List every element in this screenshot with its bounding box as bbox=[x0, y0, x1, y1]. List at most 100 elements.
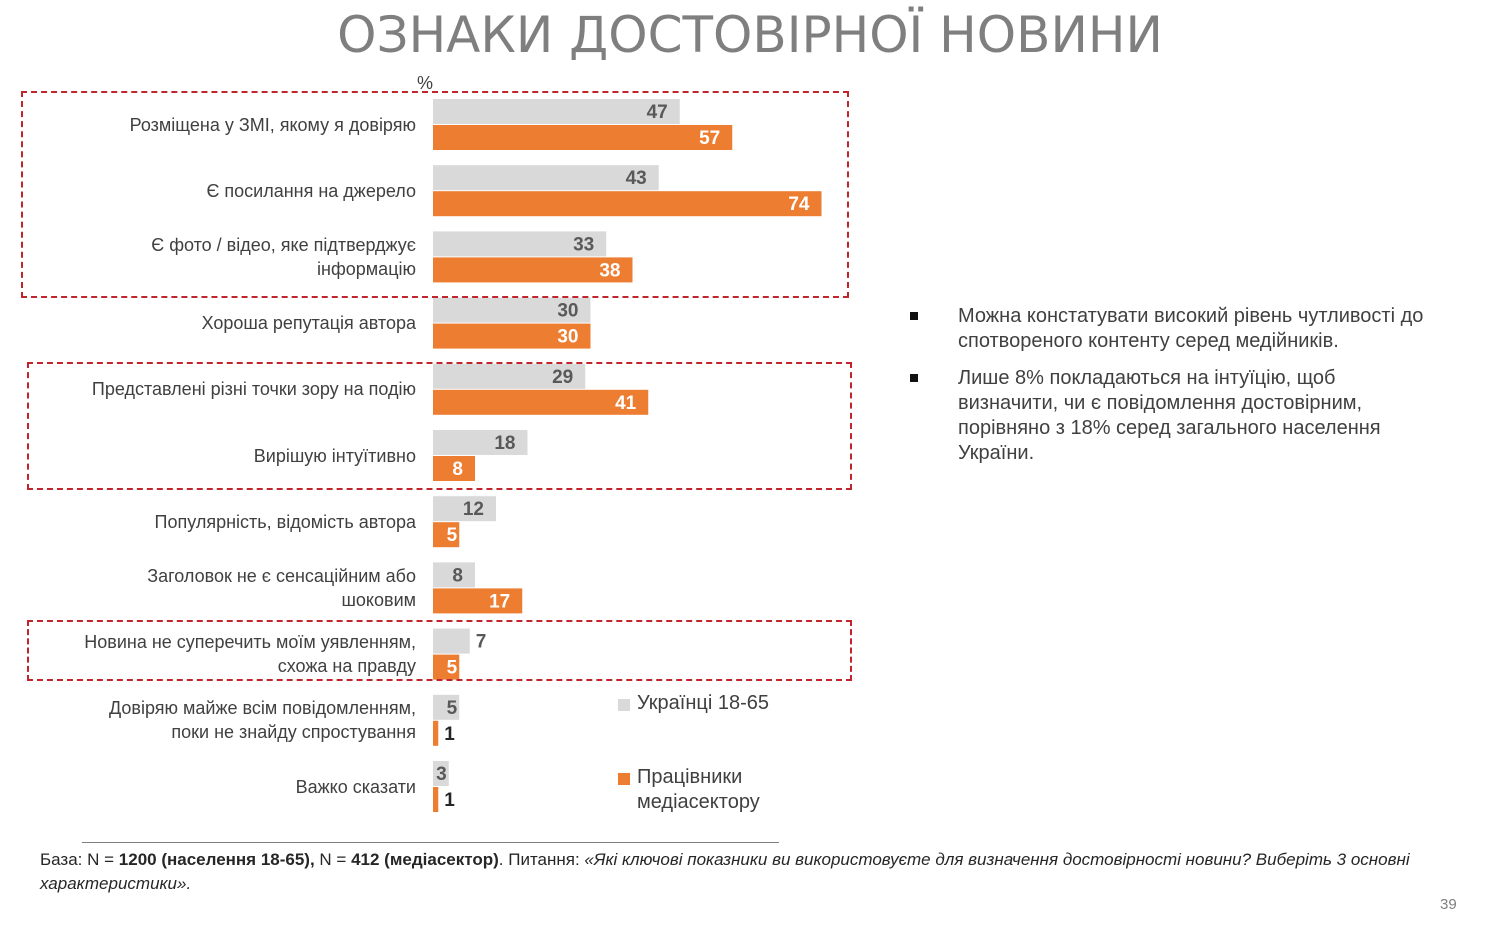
bar-media-3 bbox=[433, 323, 591, 349]
category-label-3: Хороша репутація автора bbox=[0, 311, 416, 335]
legend-label-media-line1: Працівники bbox=[637, 766, 743, 788]
key-findings: Можна констатувати високий рівень чутлив… bbox=[910, 304, 1430, 478]
footnote-divider bbox=[82, 842, 779, 843]
value-label-media-7: 17 bbox=[489, 591, 510, 612]
value-label-population-1: 43 bbox=[626, 168, 647, 189]
category-label-5: Вирішую інтуїтивно bbox=[0, 444, 416, 468]
bar-population-3 bbox=[433, 297, 591, 323]
category-label-line: Розміщена у ЗМІ, якому я довіряю bbox=[129, 114, 416, 135]
square-bullet-icon bbox=[910, 374, 918, 382]
category-label-7: Заголовок не є сенсаційним або шоковим bbox=[0, 564, 416, 612]
value-label-media-0: 57 bbox=[699, 128, 720, 149]
category-label-line: Важко сказати bbox=[295, 776, 416, 797]
legend-label-population: Українці 18-65 bbox=[637, 692, 770, 714]
value-label-population-4: 29 bbox=[552, 367, 573, 388]
footnote-mid: N = bbox=[314, 850, 352, 869]
value-label-population-6: 12 bbox=[463, 499, 484, 520]
highlight-box-plausible bbox=[27, 620, 852, 681]
legend-item-media: Працівники медіасектору bbox=[618, 765, 838, 815]
bar-population-0 bbox=[433, 99, 680, 124]
category-label-line: Є фото / відео, яке підтверджує bbox=[151, 234, 416, 255]
bar-population-1 bbox=[433, 165, 659, 191]
value-label-media-6: 5 bbox=[447, 525, 458, 546]
bar-population-7 bbox=[433, 562, 475, 588]
legend-swatch-population bbox=[618, 699, 630, 711]
bar-media-6 bbox=[433, 522, 460, 548]
value-label-media-1: 74 bbox=[788, 194, 810, 215]
bar-population-2 bbox=[433, 231, 607, 257]
footnote-n-population: 1200 (населення 18-65), bbox=[118, 850, 315, 869]
bar-media-7 bbox=[433, 588, 523, 614]
category-label-line: Представлені різні точки зору на подію bbox=[91, 379, 416, 400]
highlight-box-trusted-source bbox=[21, 91, 849, 298]
bullet-item: Лише 8% покладаються на інтуїцію, щоб ви… bbox=[910, 366, 1430, 466]
bar-population-5 bbox=[433, 430, 528, 455]
category-label-line: поки не знайду спростування bbox=[171, 722, 416, 743]
category-label-line: Новина не суперечить моїм уявленням, bbox=[84, 632, 416, 653]
category-label-6: Популярність, відомість автора bbox=[0, 510, 416, 534]
legend-label-media: Працівники медіасектору bbox=[637, 765, 837, 815]
bar-population-8 bbox=[433, 628, 470, 654]
category-label-8: Новина не суперечить моїм уявленням, схож… bbox=[0, 630, 416, 678]
bar-media-10 bbox=[433, 787, 439, 812]
category-label-line: шоковим bbox=[341, 589, 416, 610]
value-label-media-4: 41 bbox=[615, 393, 637, 414]
value-label-media-2: 38 bbox=[599, 260, 620, 281]
value-label-population-3: 30 bbox=[557, 301, 578, 322]
category-label-9: Довіряю майже всім повідомленням, поки не… bbox=[0, 696, 416, 744]
value-label-population-0: 47 bbox=[647, 102, 668, 123]
value-label-media-5: 8 bbox=[452, 459, 463, 480]
footnote-question-prefix: . Питання: bbox=[498, 850, 585, 869]
footnote-base-prefix: База: N = bbox=[40, 850, 119, 869]
bar-population-6 bbox=[433, 496, 496, 522]
bar-population-10 bbox=[433, 761, 449, 786]
bullet-text-1: Можна констатувати високий рівень чутлив… bbox=[958, 305, 1424, 352]
value-label-population-8: 7 bbox=[476, 632, 487, 653]
page-title: ОЗНАКИ ДОСТОВІРНОЇ НОВИНИ bbox=[337, 6, 1163, 64]
footnote-n-media: 412 (медіасектор) bbox=[351, 850, 499, 869]
bar-media-9 bbox=[433, 720, 439, 746]
bar-media-0 bbox=[433, 125, 733, 150]
footnote-question: «Які ключові показники ви використовуєте… bbox=[40, 850, 1410, 893]
unit-label: % bbox=[417, 73, 434, 93]
value-label-population-7: 8 bbox=[452, 565, 463, 586]
legend-swatch-media bbox=[618, 773, 630, 785]
category-label-0: Розміщена у ЗМІ, якому я довіряю bbox=[0, 113, 416, 137]
category-label-line: Довіряю майже всім повідомленням, bbox=[109, 698, 416, 719]
category-label-2: Є фото / відео, яке підтверджує інформаці… bbox=[0, 233, 416, 281]
category-label-line: Хороша репутація автора bbox=[201, 313, 416, 334]
value-label-population-10: 3 bbox=[436, 764, 447, 785]
legend: Українці 18-65 Працівники медіасектору bbox=[618, 691, 838, 816]
value-label-population-5: 18 bbox=[494, 433, 515, 454]
category-label-line: схожа на правду bbox=[277, 656, 416, 677]
value-label-population-2: 33 bbox=[573, 234, 594, 255]
category-label-line: Популярність, відомість автора bbox=[154, 511, 416, 532]
value-label-population-9: 5 bbox=[447, 698, 458, 719]
category-label-line: Заголовок не є сенсаційним або bbox=[147, 565, 416, 586]
value-label-media-10: 1 bbox=[444, 790, 455, 811]
bar-population-4 bbox=[433, 363, 586, 389]
category-label-line: інформацію bbox=[317, 258, 416, 279]
bar-population-9 bbox=[433, 694, 460, 720]
value-label-media-8: 5 bbox=[447, 658, 458, 679]
category-label-4: Представлені різні точки зору на подію bbox=[0, 377, 416, 401]
category-label-line: Є посилання на джерело bbox=[206, 180, 416, 201]
bar-media-1 bbox=[433, 191, 822, 217]
legend-item-population: Українці 18-65 bbox=[618, 691, 838, 716]
category-label-10: Важко сказати bbox=[0, 775, 416, 799]
highlight-box-viewpoints bbox=[27, 362, 852, 490]
category-label-1: Є посилання на джерело bbox=[0, 179, 416, 203]
footnote: База: N = 1200 (населення 18-65), N = 41… bbox=[40, 848, 1460, 896]
page-number: 39 bbox=[1440, 896, 1457, 913]
value-label-media-3: 30 bbox=[557, 327, 578, 348]
category-label-line: Вирішую інтуїтивно bbox=[253, 445, 416, 466]
bar-media-4 bbox=[433, 389, 649, 415]
bullet-item: Можна констатувати високий рівень чутлив… bbox=[910, 304, 1430, 354]
bar-media-2 bbox=[433, 257, 633, 283]
value-label-media-9: 1 bbox=[444, 724, 455, 745]
bullet-text-2: Лише 8% покладаються на інтуїцію, щоб ви… bbox=[958, 367, 1381, 464]
legend-label-media-line2: медіасектору bbox=[637, 791, 760, 813]
square-bullet-icon bbox=[910, 312, 918, 320]
bar-media-8 bbox=[433, 654, 460, 680]
